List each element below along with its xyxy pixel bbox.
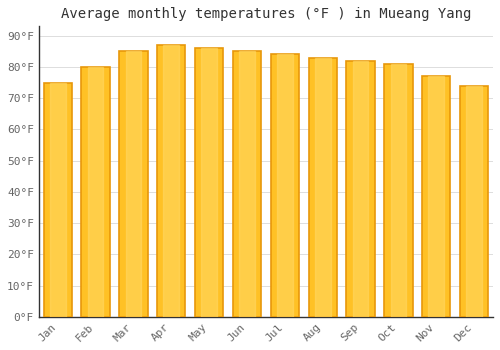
Bar [460,86,488,317]
Bar [50,83,66,317]
Bar [353,61,368,317]
Bar [44,83,72,317]
Bar [82,67,110,317]
Bar [277,54,292,317]
Bar [308,57,337,317]
Bar [466,86,482,317]
Bar [202,48,217,317]
Bar [88,67,104,317]
Bar [164,45,179,317]
Bar [157,45,186,317]
Bar [422,76,450,317]
Bar [346,61,375,317]
Bar [233,51,261,317]
Title: Average monthly temperatures (°F ) in Mueang Yang: Average monthly temperatures (°F ) in Mu… [60,7,471,21]
Bar [428,76,444,317]
Bar [126,51,141,317]
Bar [239,51,255,317]
Bar [195,48,224,317]
Bar [315,57,330,317]
Bar [384,64,412,317]
Bar [390,64,406,317]
Bar [119,51,148,317]
Bar [270,54,299,317]
